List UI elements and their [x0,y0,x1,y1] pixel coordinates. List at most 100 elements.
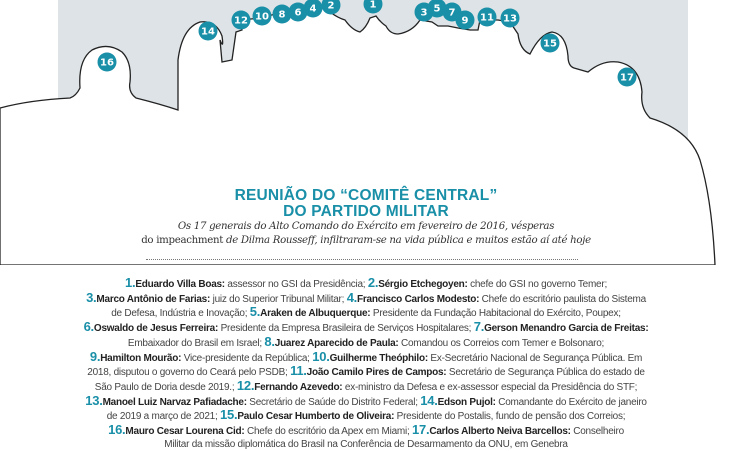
badge-circle [272,4,292,24]
badge-5: 5 [427,0,447,18]
generals-list: 1.Eduardo Villa Boas: assessor no GSI da… [0,275,732,451]
badge-number: 17 [620,73,634,84]
entry-name: Paulo Cesar Humberto de Oliveira: [237,411,395,423]
title-line-2: DO PARTIDO MILITAR [283,203,449,220]
badge-number: 14 [201,27,215,38]
list-line: 3.Marco Antônio de Farias: juiz do Super… [0,289,732,307]
badge-circle [455,10,475,30]
entry-description: juiz do Superior Tribunal Militar; [210,293,347,305]
entry-description: Presidente da Empresa Brasileira de Serv… [218,323,474,335]
badge-circle [231,10,251,30]
title-line-1: REUNIÃO DO “COMITÊ CENTRAL” [234,187,498,204]
entry-description: de 2019 a março de 2021; [106,411,221,423]
list-line: Militar da missão diplomática do Brasil … [0,439,732,451]
badge-number: 3 [421,8,428,19]
entry-name: Gerson Menandro Garcia de Freitas: [484,323,649,335]
list-line: 9.Hamilton Mourão: Vice-presidente da Re… [0,350,732,366]
badge-2: 2 [321,0,341,15]
badge-9: 9 [455,10,475,30]
list-line: 6.Oswaldo de Jesus Ferreira: Presidente … [0,319,732,336]
entry-description: 2018, disputou o governo do Ceará pelo P… [87,367,291,379]
badge-circle [477,7,497,27]
badge-6: 6 [288,2,308,22]
entry-description: Comandante do Exército de janeiro [495,396,647,408]
entry-description: Conselheiro [570,426,624,438]
badge-10: 10 [252,6,272,26]
entry-number: 15. [220,407,238,423]
badge-number: 10 [255,12,269,23]
subtitle-line-2: do impeachment de Dilma Rousseff, infilt… [0,234,732,248]
entry-name: Oswaldo de Jesus Ferreira: [93,323,219,335]
subtitle-text: de Dilma Rousseff, infiltraram-se na vid… [223,234,591,246]
badge-11: 11 [477,7,497,27]
list-line: São Paulo de Doria desde 2019.; 12.Ferna… [0,379,732,395]
subtitle: Os 17 generais do Alto Comando do Exérci… [0,220,732,247]
entry-number: 1. [125,275,136,290]
entry-name: Fernando Azevedo: [254,381,343,393]
entry-number: 11. [290,363,307,379]
entry-number: 5. [249,304,261,320]
entry-number: 13. [85,392,103,408]
subtitle-text: do [141,234,157,246]
badge-number: 11 [480,13,494,24]
badge-circle [617,67,637,87]
entry-name: João Camilo Pires de Campos: [306,367,447,379]
list-line: 2018, disputou o governo do Ceará pelo P… [0,363,732,380]
entry-description: São Paulo de Doria desde 2019.; [94,381,237,393]
badge-number: 1 [370,0,377,11]
entry-name: Guilherme Theóphilo: [329,352,429,364]
badge-number: 15 [543,39,557,50]
entry-number: 3. [86,289,97,305]
badge-number: 12 [234,16,248,27]
list-line: de Defesa, Indústria e Inovação; 5.Arake… [0,304,732,321]
badge-1: 1 [363,0,383,14]
entry-description: ex-ministro da Defesa e ex-assessor espe… [342,381,638,393]
badge-16: 16 [97,52,117,72]
entry-name: Araken de Albuquerque: [260,308,371,320]
subtitle-impeachment: impeachment [156,234,224,246]
entry-name: Mauro Cesar Lourena Cid: [125,426,245,438]
list-line: 16.Mauro Cesar Lourena Cid: Chefe do esc… [0,422,732,439]
badge-circle [363,0,383,14]
entry-number: 16. [108,422,126,438]
entry-number: 6. [83,319,95,335]
badge-circle [500,8,520,28]
badge-circle [427,0,447,18]
list-line: 13.Manoel Luiz Narvaz Pafiadache: Secret… [0,392,732,410]
entry-name: Manoel Luiz Narvaz Pafiadache: [102,396,247,408]
badge-17: 17 [617,67,637,87]
entry-name: Carlos Alberto Neiva Barcellos: [429,426,571,438]
dotted-divider [146,259,578,260]
badge-number: 2 [328,1,335,12]
entry-description: Militar da missão diplomática do Brasil … [164,438,568,450]
badge-4: 4 [303,0,323,18]
badge-circle [303,0,323,18]
entry-number: 7. [473,319,485,335]
entry-description: Presidente da Fundação Habitacional do E… [370,308,621,320]
badge-circle [321,0,341,15]
badge-15: 15 [540,33,560,53]
badge-14: 14 [198,21,218,41]
entry-name: Juarez Aparecido de Paula: [274,337,399,349]
entry-number: 8. [264,333,275,349]
badge-number: 4 [310,4,317,15]
entry-number: 14. [420,392,438,408]
entry-description: Presidente do Postalis, fundo de pensão … [394,411,626,423]
badge-circle [288,2,308,22]
badge-circle [540,33,560,53]
entry-number: 17. [412,422,430,438]
entry-name: Marco Antônio de Farias: [96,293,211,305]
entry-name: Edson Pujol: [437,396,496,408]
subtitle-line-1: Os 17 generais do Alto Comando do Exérci… [177,221,555,232]
entry-name: Hamilton Mourão: [100,352,182,364]
badge-8: 8 [272,4,292,24]
generals-silhouettes [0,7,716,265]
page-title: REUNIÃO DO “COMITÊ CENTRAL” DO PARTIDO M… [0,188,732,220]
badge-circle [252,6,272,26]
badge-number: 9 [462,16,469,27]
entry-description: chefe do GSI no governo Temer; [467,279,607,290]
badge-number: 16 [100,58,114,69]
entry-number: 2. [367,275,379,290]
entry-description: Ex-Secretário Nacional de Segurança Públ… [427,352,643,364]
entry-name: Eduardo Villa Boas: [135,279,225,290]
